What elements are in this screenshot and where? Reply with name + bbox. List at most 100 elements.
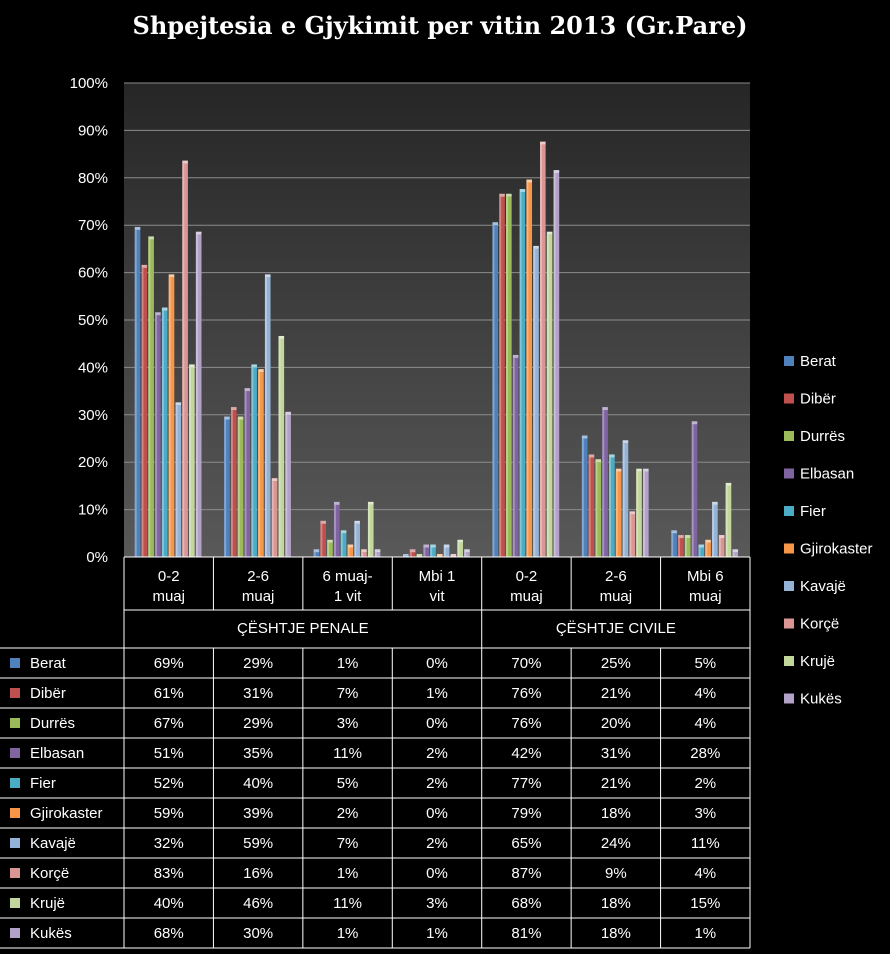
bar-highlight (643, 471, 646, 557)
bar-cap (450, 554, 457, 557)
category-label: 0-2 (516, 568, 538, 585)
bar-elbasan (512, 357, 519, 557)
table-cell: 81% (511, 925, 541, 942)
row-legend-key (10, 718, 20, 728)
bar-cap (264, 274, 271, 278)
bar-highlight (553, 173, 556, 557)
bar-highlight (278, 338, 281, 557)
y-tick-label: 70% (78, 217, 108, 234)
table-cell: 21% (601, 685, 631, 702)
bar-elbasan (155, 315, 161, 557)
bar-dibër (320, 523, 326, 557)
legend-item: Kukës (784, 691, 842, 708)
row-legend-key (10, 838, 20, 848)
table-cell: 42% (511, 745, 541, 762)
bar-highlight (636, 471, 639, 557)
bar-cap (540, 141, 546, 145)
bar-highlight (244, 391, 247, 557)
bar-korçë (718, 538, 725, 557)
bar-korçë (629, 514, 636, 557)
bar-highlight (691, 424, 694, 557)
legend-item: Durrës (784, 428, 845, 445)
table-row: Krujë 40% 46% 11% 3% 68% 18% 15% (10, 895, 720, 912)
category-label: Mbi 1 (419, 568, 456, 585)
row-label: Dibër (30, 685, 66, 702)
table-row: Korçë 83% 16% 1% 0% 87% 9% 4% (10, 865, 716, 882)
table-cell: 68% (154, 925, 184, 942)
bar-krujë (725, 485, 732, 557)
bar-kavajë (533, 248, 539, 557)
bar-highlight (161, 310, 164, 557)
bar-cap (182, 160, 188, 164)
bar-fier (161, 310, 168, 557)
legend-label: Berat (800, 353, 837, 370)
bar-durrës (327, 542, 333, 557)
bar-cap (526, 179, 533, 183)
bar-cap (354, 520, 360, 524)
table-row: Kukës 68% 30% 1% 1% 81% 18% 1% (10, 925, 716, 942)
table-row: Dibër 61% 31% 7% 1% 76% 21% 4% (10, 685, 716, 702)
row-legend-key (10, 808, 20, 818)
bar-highlight (464, 552, 467, 557)
bar-gjirokaster (615, 471, 622, 557)
bar-krujë (189, 367, 195, 557)
bar-highlight (698, 547, 701, 557)
table-cell: 39% (243, 805, 273, 822)
row-legend-key (10, 778, 20, 788)
bar-highlight (615, 471, 618, 557)
bar-elbasan (423, 547, 430, 557)
bar-cap (361, 549, 367, 553)
bar-highlight (237, 419, 240, 557)
bar-kukës (464, 552, 470, 557)
bar-cap (148, 236, 154, 240)
bar-cap (519, 189, 526, 193)
bar-krujë (546, 234, 553, 557)
bar-highlight (506, 196, 508, 557)
bar-dibër (141, 267, 148, 557)
table-cell: 87% (511, 865, 541, 882)
bar-cap (278, 335, 285, 339)
bar-cap (155, 312, 161, 316)
table-cell: 2% (426, 775, 448, 792)
table-cell: 11% (333, 895, 362, 912)
bar-highlight (347, 547, 350, 557)
bar-highlight (148, 239, 151, 558)
bar-cap (499, 193, 505, 197)
table-cell: 28% (690, 745, 720, 762)
table-cell: 69% (154, 655, 184, 672)
bar-highlight (409, 552, 412, 557)
row-legend-key (10, 658, 20, 668)
bar-cap (691, 421, 698, 425)
bar-cap (333, 501, 340, 505)
table-cell: 59% (243, 835, 273, 852)
row-label: Korçë (30, 865, 69, 882)
bar-krujë (278, 338, 285, 557)
bar-highlight (230, 410, 233, 557)
bar-krujë (457, 542, 463, 557)
y-tick-label: 10% (78, 502, 108, 519)
bar-gjirokaster (347, 547, 354, 557)
bar-highlight (609, 457, 612, 557)
bar-kukës (285, 414, 291, 557)
table-cell: 0% (426, 715, 448, 732)
bar-highlight (443, 547, 446, 557)
legend-item: Krujë (784, 653, 835, 670)
table-cell: 35% (243, 745, 273, 762)
category-label: Mbi 6 (687, 568, 724, 585)
bar-cap (581, 435, 588, 439)
bar-cap (195, 231, 202, 235)
table-cell: 61% (154, 685, 184, 702)
bar-korçë (540, 144, 546, 557)
category-label: muaj (689, 588, 722, 605)
table-cell: 4% (694, 685, 716, 702)
table-cell: 77% (511, 775, 541, 792)
bar-highlight (595, 462, 598, 557)
bar-highlight (718, 538, 721, 557)
bar-dibër (409, 552, 416, 557)
bar-cap (230, 407, 237, 411)
bar-cap (622, 440, 629, 444)
bar-cap (602, 407, 608, 411)
table-cell: 2% (426, 745, 448, 762)
y-tick-label: 30% (78, 407, 108, 424)
row-label: Durrës (30, 715, 75, 732)
